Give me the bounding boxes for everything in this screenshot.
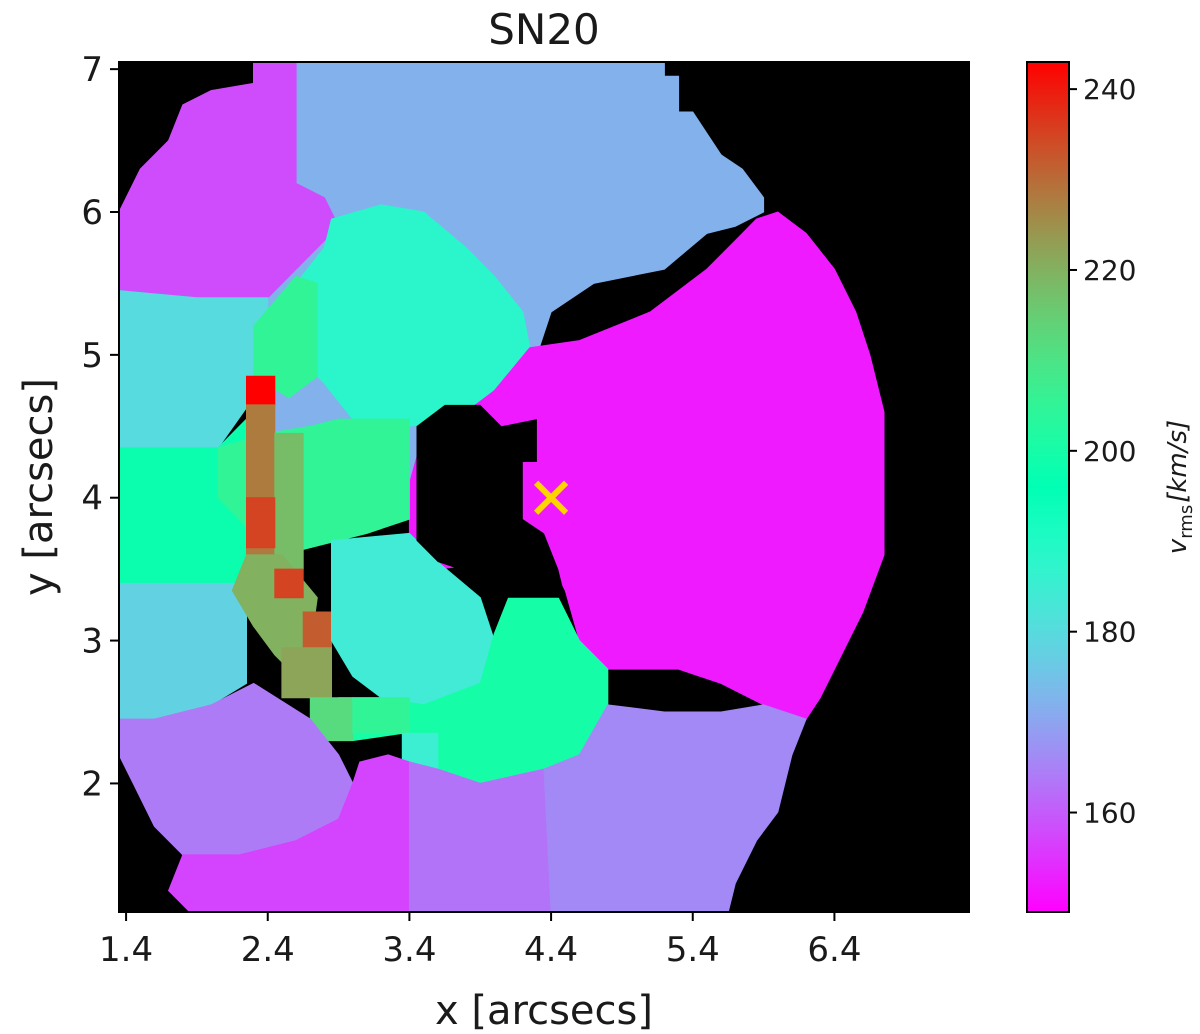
colorbar-label: vrms[km/s] <box>1163 420 1197 554</box>
y-tick-label: 7 <box>81 50 103 90</box>
plot-area <box>118 61 970 913</box>
colorbar-gradient <box>1026 61 1070 913</box>
y-tick-label: 4 <box>81 479 103 519</box>
x-tick-label: 1.4 <box>99 930 153 970</box>
y-tick-label: 6 <box>81 193 103 233</box>
voronoi-bin-15 <box>302 611 332 649</box>
masked-regions <box>416 404 566 598</box>
voronoi-bin-16 <box>281 647 332 699</box>
colorbar-tick-label: 160 <box>1083 797 1136 830</box>
voronoi-bin-10 <box>274 432 304 570</box>
colorbar: 160 180 200 220 240 vrms[km/s] <box>1026 61 1197 913</box>
x-axis-ticks: 1.4 2.4 3.4 4.4 5.4 6.4 <box>99 912 861 970</box>
center-marker <box>533 480 569 515</box>
plot-frame <box>118 61 970 913</box>
voronoi-bin-14 <box>274 568 304 599</box>
colorbar-ticks: 160 180 200 220 240 <box>1069 73 1136 830</box>
y-tick-label: 2 <box>81 764 103 804</box>
y-axis-ticks: 2 3 4 5 6 7 <box>81 50 119 804</box>
x-tick-label: 2.4 <box>241 930 295 970</box>
x-tick-label: 4.4 <box>524 930 578 970</box>
colorbar-label-sub: rms <box>1176 505 1197 539</box>
voronoi-bin-24 <box>408 761 552 912</box>
colorbar-tick-label: 240 <box>1083 73 1136 106</box>
marker-stroke-b <box>533 480 569 515</box>
voronoi-bin-20 <box>352 697 410 734</box>
colorbar-tick-label: 180 <box>1083 616 1136 649</box>
colorbar-label-main: v <box>1163 538 1193 554</box>
voronoi-bin-25 <box>543 704 807 912</box>
voronoi-bin-5 <box>246 375 276 406</box>
y-tick-label: 5 <box>81 336 103 376</box>
voronoi-bin-11 <box>246 497 276 549</box>
x-axis-label: x [arcsecs] <box>435 988 653 1034</box>
voronoi-bin-23 <box>168 754 410 912</box>
x-tick-label: 5.4 <box>666 930 720 970</box>
voronoi-bins <box>119 62 885 912</box>
colorbar-label-unit: [km/s] <box>1163 420 1193 503</box>
x-tick-label: 6.4 <box>807 930 861 970</box>
colorbar-tick-label: 200 <box>1083 435 1136 468</box>
y-tick-label: 3 <box>81 622 103 662</box>
y-axis-label: y [arcsecs] <box>16 378 62 596</box>
voronoi-bin-9 <box>246 404 276 577</box>
x-tick-label: 3.4 <box>382 930 436 970</box>
masked-region-0 <box>416 404 566 598</box>
colorbar-tick-label: 220 <box>1083 254 1136 287</box>
chart-title: SN20 <box>488 5 600 54</box>
